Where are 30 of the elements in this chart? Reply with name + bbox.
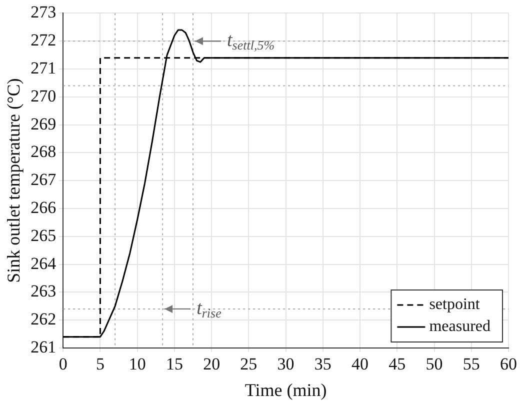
y-tick-label: 265 [30, 226, 56, 245]
y-tick-label: 272 [30, 30, 56, 50]
x-tick-label: 55 [462, 354, 480, 374]
y-tick-label: 273 [30, 2, 56, 22]
y-tick-label: 269 [30, 114, 56, 134]
legend-label: measured [429, 318, 491, 336]
x-tick-label: 40 [352, 354, 369, 374]
y-tick-label: 261 [30, 337, 56, 356]
x-tick-label: 0 [58, 354, 68, 374]
x-tick-label: 5 [96, 354, 104, 374]
legend-label: setpoint [429, 296, 480, 314]
x-tick-label: 50 [426, 354, 443, 374]
x-tick-label: 20 [203, 354, 220, 374]
x-tick-label: 25 [240, 354, 258, 374]
x-tick-label: 60 [500, 354, 517, 374]
y-tick-label: 264 [30, 254, 57, 273]
y-tick-label: 268 [30, 142, 56, 162]
x-tick-label: 45 [388, 354, 406, 374]
y-tick-label: 263 [30, 282, 56, 301]
y-tick-label: 270 [30, 86, 56, 106]
x-tick-label: 30 [277, 354, 294, 374]
y-axis-title: Sink outlet temperature (°C) [4, 78, 24, 283]
x-tick-label: 15 [166, 354, 183, 374]
x-axis-title: Time (min) [244, 380, 327, 400]
y-tick-label: 267 [30, 170, 57, 190]
y-tick-label: 271 [30, 58, 56, 78]
x-tick-label: 10 [128, 354, 146, 374]
y-tick-label: 262 [30, 310, 56, 329]
x-tick-label: 35 [314, 354, 332, 374]
y-tick-label: 266 [30, 198, 56, 217]
